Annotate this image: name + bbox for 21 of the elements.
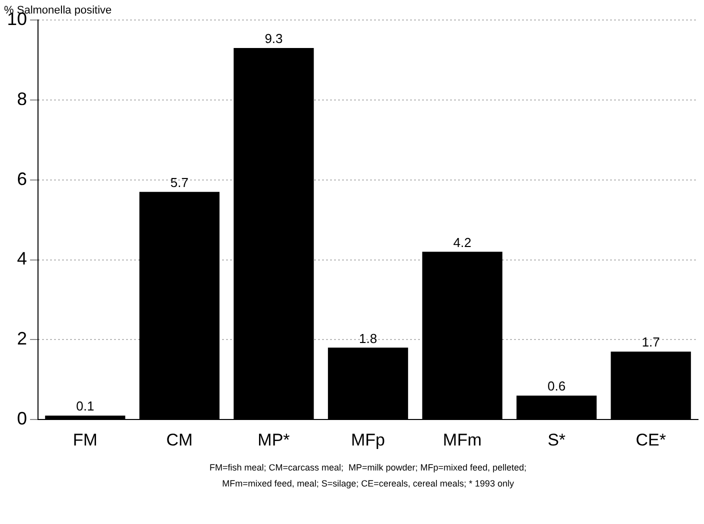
data-label: 5.7 <box>170 174 188 190</box>
y-tick-label: 8 <box>17 88 28 109</box>
y-tick-label: 2 <box>17 328 28 349</box>
x-tick-label: CE* <box>636 430 666 450</box>
x-tick-label: MP* <box>258 430 290 450</box>
data-label: 1.7 <box>642 334 660 350</box>
x-tick-label: CM <box>166 430 193 450</box>
data-label: 9.3 <box>264 31 283 46</box>
x-tick-label: S* <box>548 430 566 450</box>
y-tick-label: 0 <box>17 408 28 429</box>
text: FM=fish meal; CM=carcass meal; MP=milk powder; MFp=mixed feed, pelleted; <box>209 462 527 473</box>
y-tick-label: 4 <box>17 248 28 269</box>
text: MFm=mixed feed, meal; S=silage; CE=cereals, cereal meals; * 1993 only <box>222 478 514 489</box>
x-tick-label: FM <box>72 430 98 450</box>
data-label: 0.6 <box>548 378 566 394</box>
x-tick-label: MFm <box>442 430 482 450</box>
data-label: 0.1 <box>76 398 94 414</box>
data-label: 1.8 <box>358 330 378 346</box>
y-tick-label: 6 <box>17 168 28 189</box>
data-label: 4.2 <box>453 234 472 250</box>
x-tick-label: MFp <box>351 430 386 450</box>
